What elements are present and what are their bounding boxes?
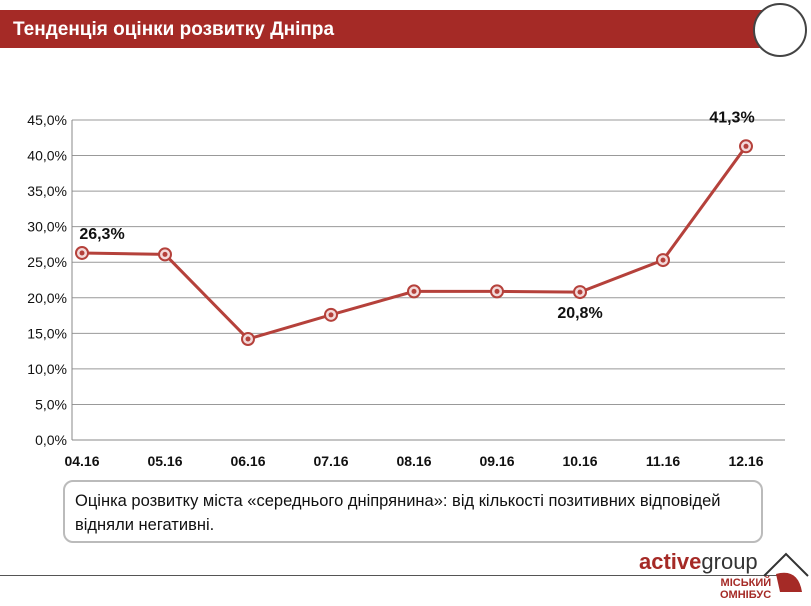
activegroup-logo: activegroup	[639, 549, 758, 574]
y-tick-label: 25,0%	[27, 254, 67, 270]
x-tick-label: 05.16	[147, 453, 182, 469]
title-banner: Тенденція оцінки розвитку Дніпра	[0, 10, 790, 48]
y-tick-label: 35,0%	[27, 183, 67, 199]
data-point-center	[660, 257, 666, 263]
decorative-circle	[753, 3, 807, 57]
data-point-center	[577, 289, 583, 295]
data-point-center	[328, 312, 334, 318]
y-tick-label: 10,0%	[27, 361, 67, 377]
y-tick-label: 15,0%	[27, 325, 67, 341]
x-tick-label: 10.16	[562, 453, 597, 469]
data-point-center	[743, 143, 749, 149]
x-tick-label: 11.16	[646, 453, 680, 469]
y-tick-label: 20,0%	[27, 290, 67, 306]
omnibus-logo: МІСЬКИЙ ОМНІБУС	[720, 577, 772, 601]
chart-note: Оцінка розвитку міста «середнього дніпря…	[63, 480, 763, 543]
data-label: 41,3%	[709, 109, 754, 126]
data-label: 20,8%	[557, 305, 602, 322]
x-tick-label: 07.16	[313, 453, 348, 469]
x-tick-label: 04.16	[64, 453, 99, 469]
data-point-center	[79, 250, 85, 256]
footer-divider	[0, 575, 790, 576]
series-line	[81, 145, 748, 341]
x-tick-label: 08.16	[396, 453, 431, 469]
y-tick-label: 5,0%	[35, 396, 67, 412]
data-label: 26,3%	[79, 226, 124, 243]
x-tick-label: 12.16	[728, 453, 763, 469]
y-tick-label: 40,0%	[27, 148, 67, 164]
y-tick-label: 45,0%	[27, 112, 67, 128]
data-point-center	[162, 251, 168, 257]
data-point-center	[245, 336, 251, 342]
y-tick-label: 0,0%	[35, 432, 67, 448]
logo-shape-icon	[763, 552, 809, 592]
data-point-center	[411, 288, 417, 294]
x-tick-label: 06.16	[230, 453, 265, 469]
data-point-center	[494, 288, 500, 294]
page-title: Тенденція оцінки розвитку Дніпра	[13, 19, 335, 40]
y-tick-label: 30,0%	[27, 219, 67, 235]
x-tick-label: 09.16	[479, 453, 514, 469]
